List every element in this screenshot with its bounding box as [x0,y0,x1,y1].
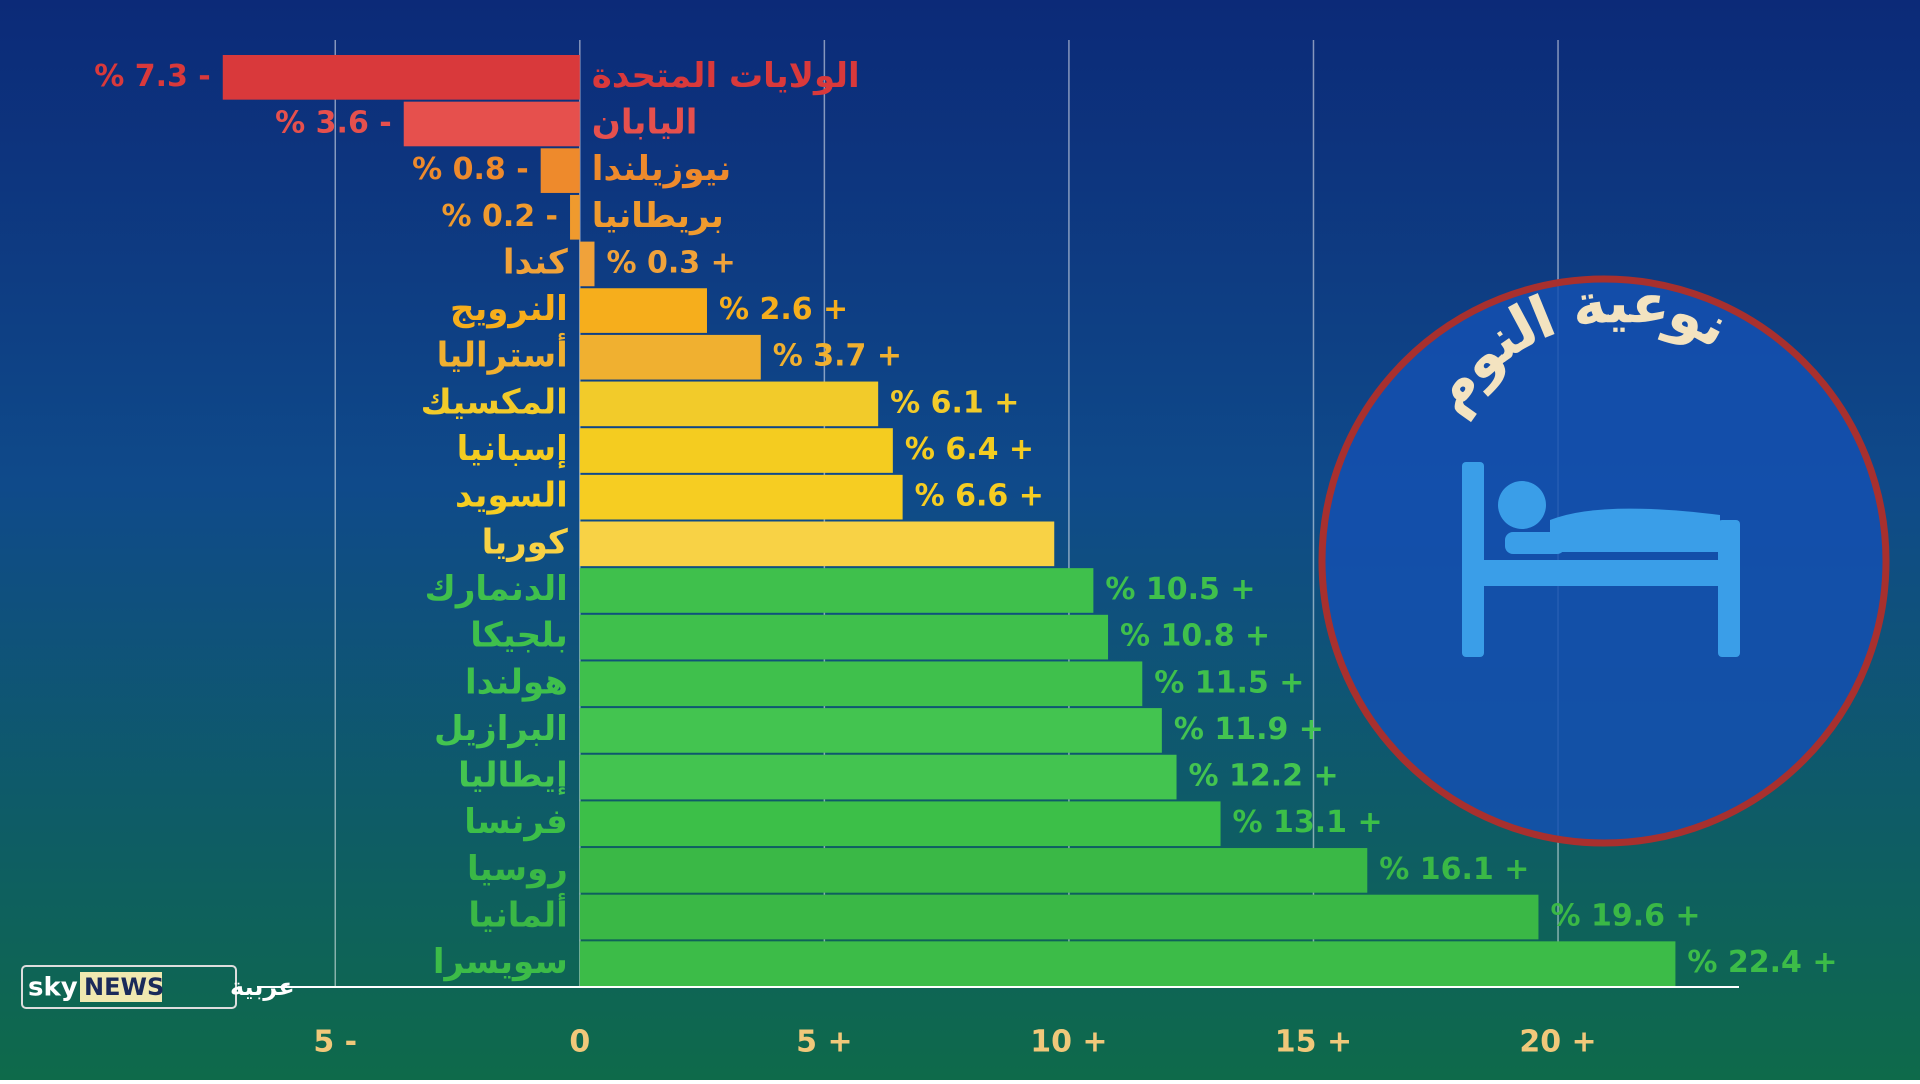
bar [579,708,1162,753]
bed-icon [1462,462,1740,657]
category-label: نيوزيلندا [592,149,731,189]
bar [579,381,879,427]
bar [579,941,1676,986]
value-label: % 12.2 + [1189,759,1339,794]
category-label: سويسرا [433,942,568,982]
category-label: النرويج [450,289,568,329]
value-label: % 10.8 + [1120,619,1270,654]
value-label: % 0.3 + [606,245,735,280]
category-label: كوريا [482,522,568,562]
value-label: % 6.1 + [890,385,1019,420]
category-label: كندا [503,242,568,282]
x-tick-label: 15 + [1275,1025,1352,1060]
value-label: % 10.5 + [1105,572,1255,607]
category-label: ألمانيا [468,893,567,936]
category-label: البرازيل [434,709,568,749]
value-label: % 3.7 + [773,339,902,374]
logo: sky NEWS عربية [21,965,295,1009]
value-label: % 6.6 + [915,479,1044,514]
bar [403,101,580,147]
logo-frame [21,965,237,1009]
bar [579,521,1055,567]
category-label: اليابان [592,102,698,142]
bar [579,614,1109,660]
bar [579,241,595,287]
value-label: % 0.8 - [412,152,529,187]
bar [222,55,580,100]
value-label: % 16.1 + [1379,852,1529,887]
value-label: % 19.6 + [1550,899,1700,934]
bar [579,428,893,473]
category-label: الدنمارك [425,569,568,609]
bar [570,194,580,240]
category-label: هولندا [465,662,568,702]
x-tick-label: 5 - [313,1025,357,1060]
x-tick-label: 0 [569,1025,590,1060]
x-tick-label: 20 + [1519,1025,1596,1060]
category-label: بلجيكا [470,616,568,656]
bar [579,568,1094,613]
logo-sky: sky [28,973,78,1003]
category-label: السويد [455,476,568,516]
category-label: فرنسا [464,802,568,842]
value-label: % 7.3 - [94,59,211,94]
bar [579,754,1177,800]
bar [579,288,707,333]
bar [540,148,580,193]
logo-arabic: عربية [230,973,295,1001]
bar [579,894,1539,940]
value-label: % 0.2 - [441,199,558,234]
category-label: الولايات المتحدة [592,56,860,96]
bar [579,801,1221,847]
x-tick-label: 5 + [796,1025,852,1060]
x-tick-label: 10 + [1030,1025,1107,1060]
bar [579,334,761,380]
value-label: % 11.9 + [1174,712,1324,747]
category-label: إسبانيا [457,429,568,469]
category-label: بريطانيا [592,196,724,236]
bar [579,474,903,520]
value-label: % 2.6 + [719,292,848,327]
value-label: % 13.1 + [1233,805,1383,840]
value-label: % 3.6 - [275,105,392,140]
value-label: % 6.4 + [905,432,1034,467]
bar [579,848,1368,893]
value-label: % 22.4 + [1687,945,1837,980]
logo-news: NEWS [84,973,164,1001]
plot: 5 - 0 5 + 10 + 15 + 20 + الولايات المتحدة % 7.3… [94,40,1838,1060]
category-label: المكسيك [421,382,568,422]
value-label: % 11.5 + [1154,665,1304,700]
logo-news-bg [80,972,162,1002]
category-label: روسيا [467,849,568,889]
bar [579,661,1143,707]
category-label: إيطاليا [458,756,568,796]
category-label: أستراليا [437,333,568,376]
